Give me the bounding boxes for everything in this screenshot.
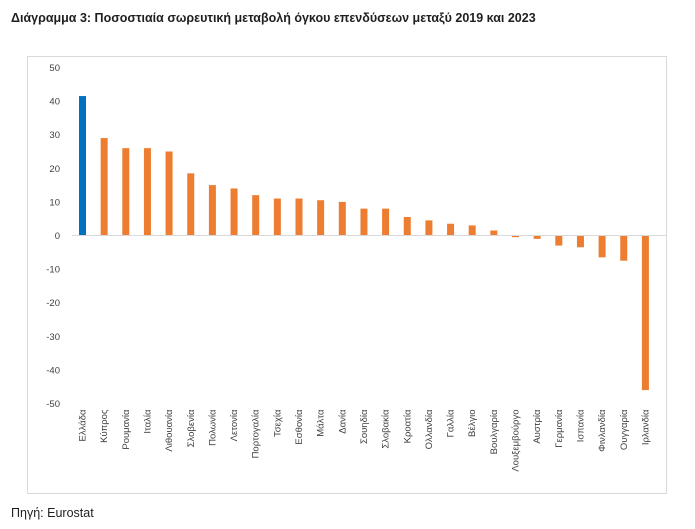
category-label: Λετονία	[229, 409, 240, 441]
bar-24	[576, 235, 584, 248]
bar-19	[468, 225, 476, 236]
bar-16	[403, 217, 411, 236]
chart-frame: 50 40 30 20 10 0 -10 -20 -30 -40 -50 Ελλάδα Κύπρος Ρο…	[27, 56, 667, 494]
category-label: Γερμανία	[554, 409, 565, 448]
bar-15	[382, 208, 390, 236]
category-label: Λουξεμβούργο	[511, 410, 522, 472]
category-label: Ρουμανία	[121, 409, 132, 450]
bar-22	[533, 235, 541, 239]
category-label: Πολωνία	[207, 409, 218, 446]
bar-5	[165, 151, 173, 236]
bar-26	[620, 235, 628, 261]
bar-12	[317, 200, 325, 236]
category-label: Μάλτα	[316, 409, 327, 437]
category-label: Ελλάδα	[78, 409, 89, 441]
y-tick-label: 30	[49, 130, 60, 141]
source-note: Πηγή: Eurostat	[11, 506, 94, 520]
chart-title: Διάγραμμα 3: Ποσοστιαία σωρευτική μεταβο…	[11, 11, 536, 25]
y-tick-label: -10	[46, 265, 60, 276]
bar-7	[208, 185, 216, 236]
category-label: Κύπρος	[99, 409, 110, 443]
bar-3	[122, 148, 130, 236]
category-label: Εσθονία	[294, 409, 305, 445]
category-label: Αυστρία	[532, 409, 543, 444]
category-label: Ιταλία	[142, 409, 153, 434]
category-label: Δανία	[337, 409, 348, 434]
category-label: Ουγγαρία	[619, 409, 630, 450]
bar-13	[338, 201, 346, 236]
bar-11	[295, 198, 303, 236]
bar-14	[360, 208, 368, 236]
y-tick-label: 0	[55, 231, 60, 242]
bar-10	[273, 198, 281, 236]
category-label: Γαλλία	[446, 409, 457, 437]
bar-6	[187, 173, 195, 236]
bar-9	[252, 195, 260, 236]
y-tick-label: -20	[46, 298, 60, 309]
bar-chart: 50 40 30 20 10 0 -10 -20 -30 -40 -50 Ελλάδα Κύπρος Ρο…	[46, 63, 666, 472]
bar-8	[230, 188, 238, 236]
bar-20	[490, 230, 498, 236]
bar-25	[598, 235, 606, 258]
category-label: Βουλγαρία	[489, 409, 500, 454]
category-label: Τσεχία	[272, 409, 283, 437]
category-label: Πορτογαλία	[251, 409, 262, 458]
bar-17	[425, 220, 433, 236]
y-tick-label: -30	[46, 332, 60, 343]
y-tick-label: 20	[49, 164, 60, 175]
category-label: Βέλγιο	[467, 410, 478, 437]
bar-1	[79, 96, 86, 236]
category-label: Σουηδία	[359, 409, 370, 444]
category-label: Ιρλανδία	[640, 409, 651, 445]
category-label: Λιθουανία	[164, 409, 175, 452]
bar-18	[447, 223, 455, 236]
bar-2	[100, 138, 108, 236]
y-tick-label: 10	[49, 197, 60, 208]
category-label: Σλοβενία	[186, 409, 197, 447]
category-label: Ολλανδία	[424, 409, 435, 449]
y-tick-label: -50	[46, 399, 60, 410]
bar-27	[641, 235, 649, 391]
category-label: Κροατία	[402, 409, 413, 443]
bar-21	[512, 235, 519, 238]
category-label: Ισπανία	[575, 409, 586, 442]
category-label: Σλοβακία	[381, 409, 392, 449]
y-tick-label: -40	[46, 365, 60, 376]
y-tick-label: 50	[49, 63, 60, 74]
bar-23	[555, 235, 563, 246]
bar-4	[143, 148, 151, 236]
y-tick-label: 40	[49, 97, 60, 108]
category-label: Φινλανδία	[597, 409, 608, 452]
